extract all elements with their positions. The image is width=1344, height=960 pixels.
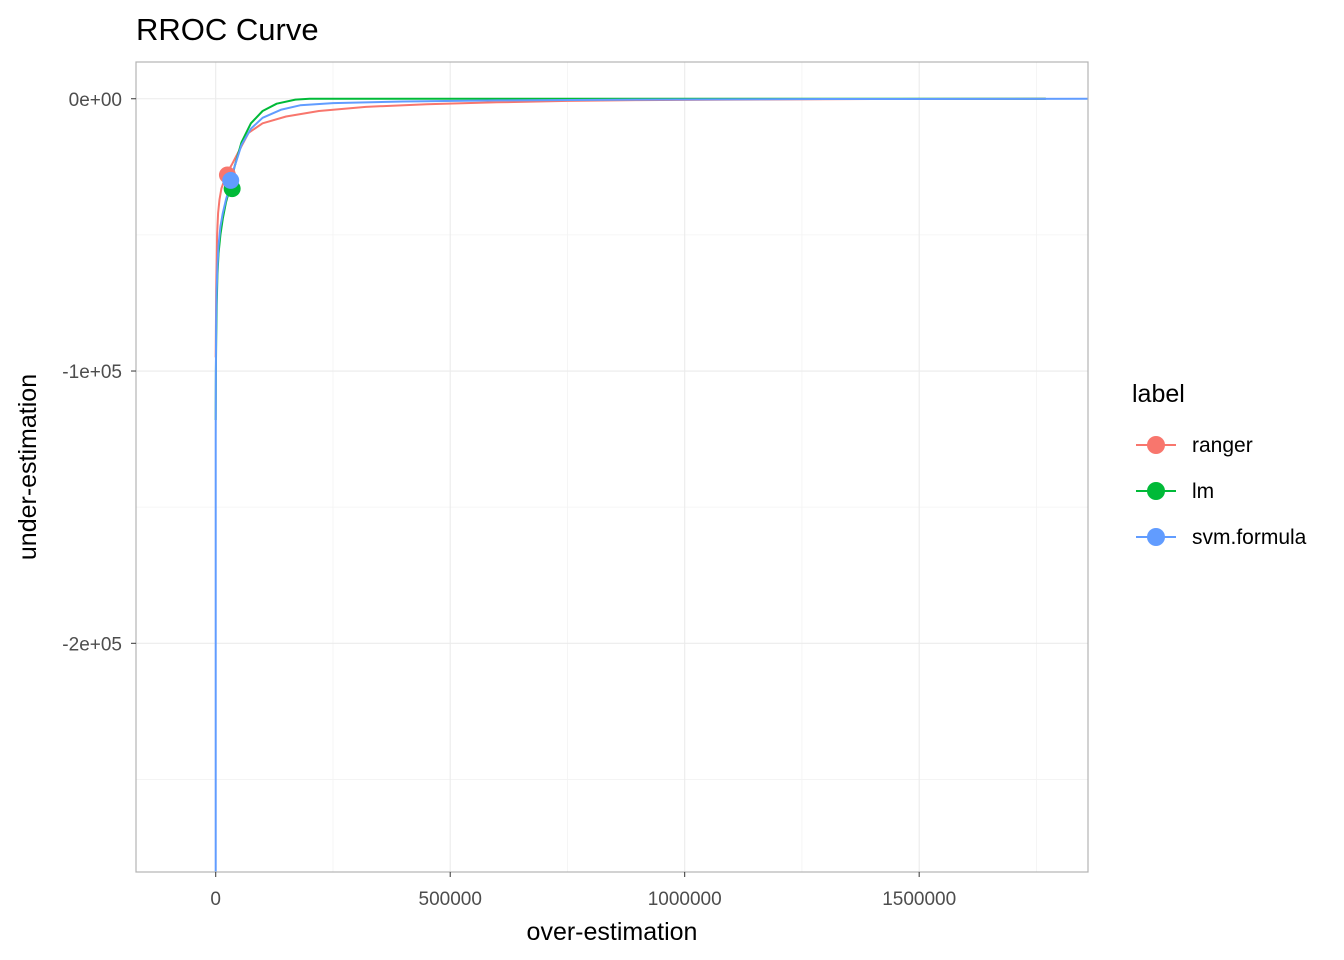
x-tick-label: 1500000: [882, 889, 956, 910]
series-line-ranger: [214, 97, 1046, 358]
series-points: [218, 166, 241, 198]
y-tick-label: -1e+05: [62, 362, 122, 383]
y-axis-ticks: 0e+00 -1e+05 -2e+05: [62, 90, 136, 655]
legend-entry: lm: [1136, 480, 1214, 503]
x-tick-label: 0: [210, 889, 221, 910]
y-tick-label: 0e+00: [69, 90, 122, 111]
chart-title: RROC Curve: [136, 12, 319, 47]
legend-entry: svm.formula: [1136, 526, 1307, 549]
x-axis-title: over-estimation: [527, 918, 698, 946]
legend-label: ranger: [1192, 434, 1253, 457]
legend-key-point: [1147, 528, 1165, 546]
panel-border: [135, 61, 1089, 873]
x-tick-label: 500000: [419, 889, 482, 910]
legend-key-point: [1147, 482, 1165, 500]
series-point-svm-formula: [222, 171, 240, 189]
legend-key-point: [1147, 436, 1165, 454]
series-line-svm-formula: [214, 97, 1089, 872]
y-axis-title: under-estimation: [14, 374, 42, 560]
legend-entry: ranger: [1136, 434, 1253, 457]
legend-title: label: [1132, 380, 1185, 408]
x-tick-label: 1000000: [648, 889, 722, 910]
legend-label: svm.formula: [1192, 526, 1307, 549]
series-lines: [214, 97, 1089, 872]
x-axis-ticks: 0 500000 1000000 1500000: [210, 872, 956, 910]
legend: label ranger lm svm.formula: [1132, 380, 1307, 549]
minor-gridlines: [136, 62, 1088, 872]
y-tick-label: -2e+05: [62, 634, 122, 655]
legend-label: lm: [1192, 480, 1214, 503]
major-gridlines: [136, 62, 1088, 872]
series-line-lm: [214, 97, 1046, 421]
